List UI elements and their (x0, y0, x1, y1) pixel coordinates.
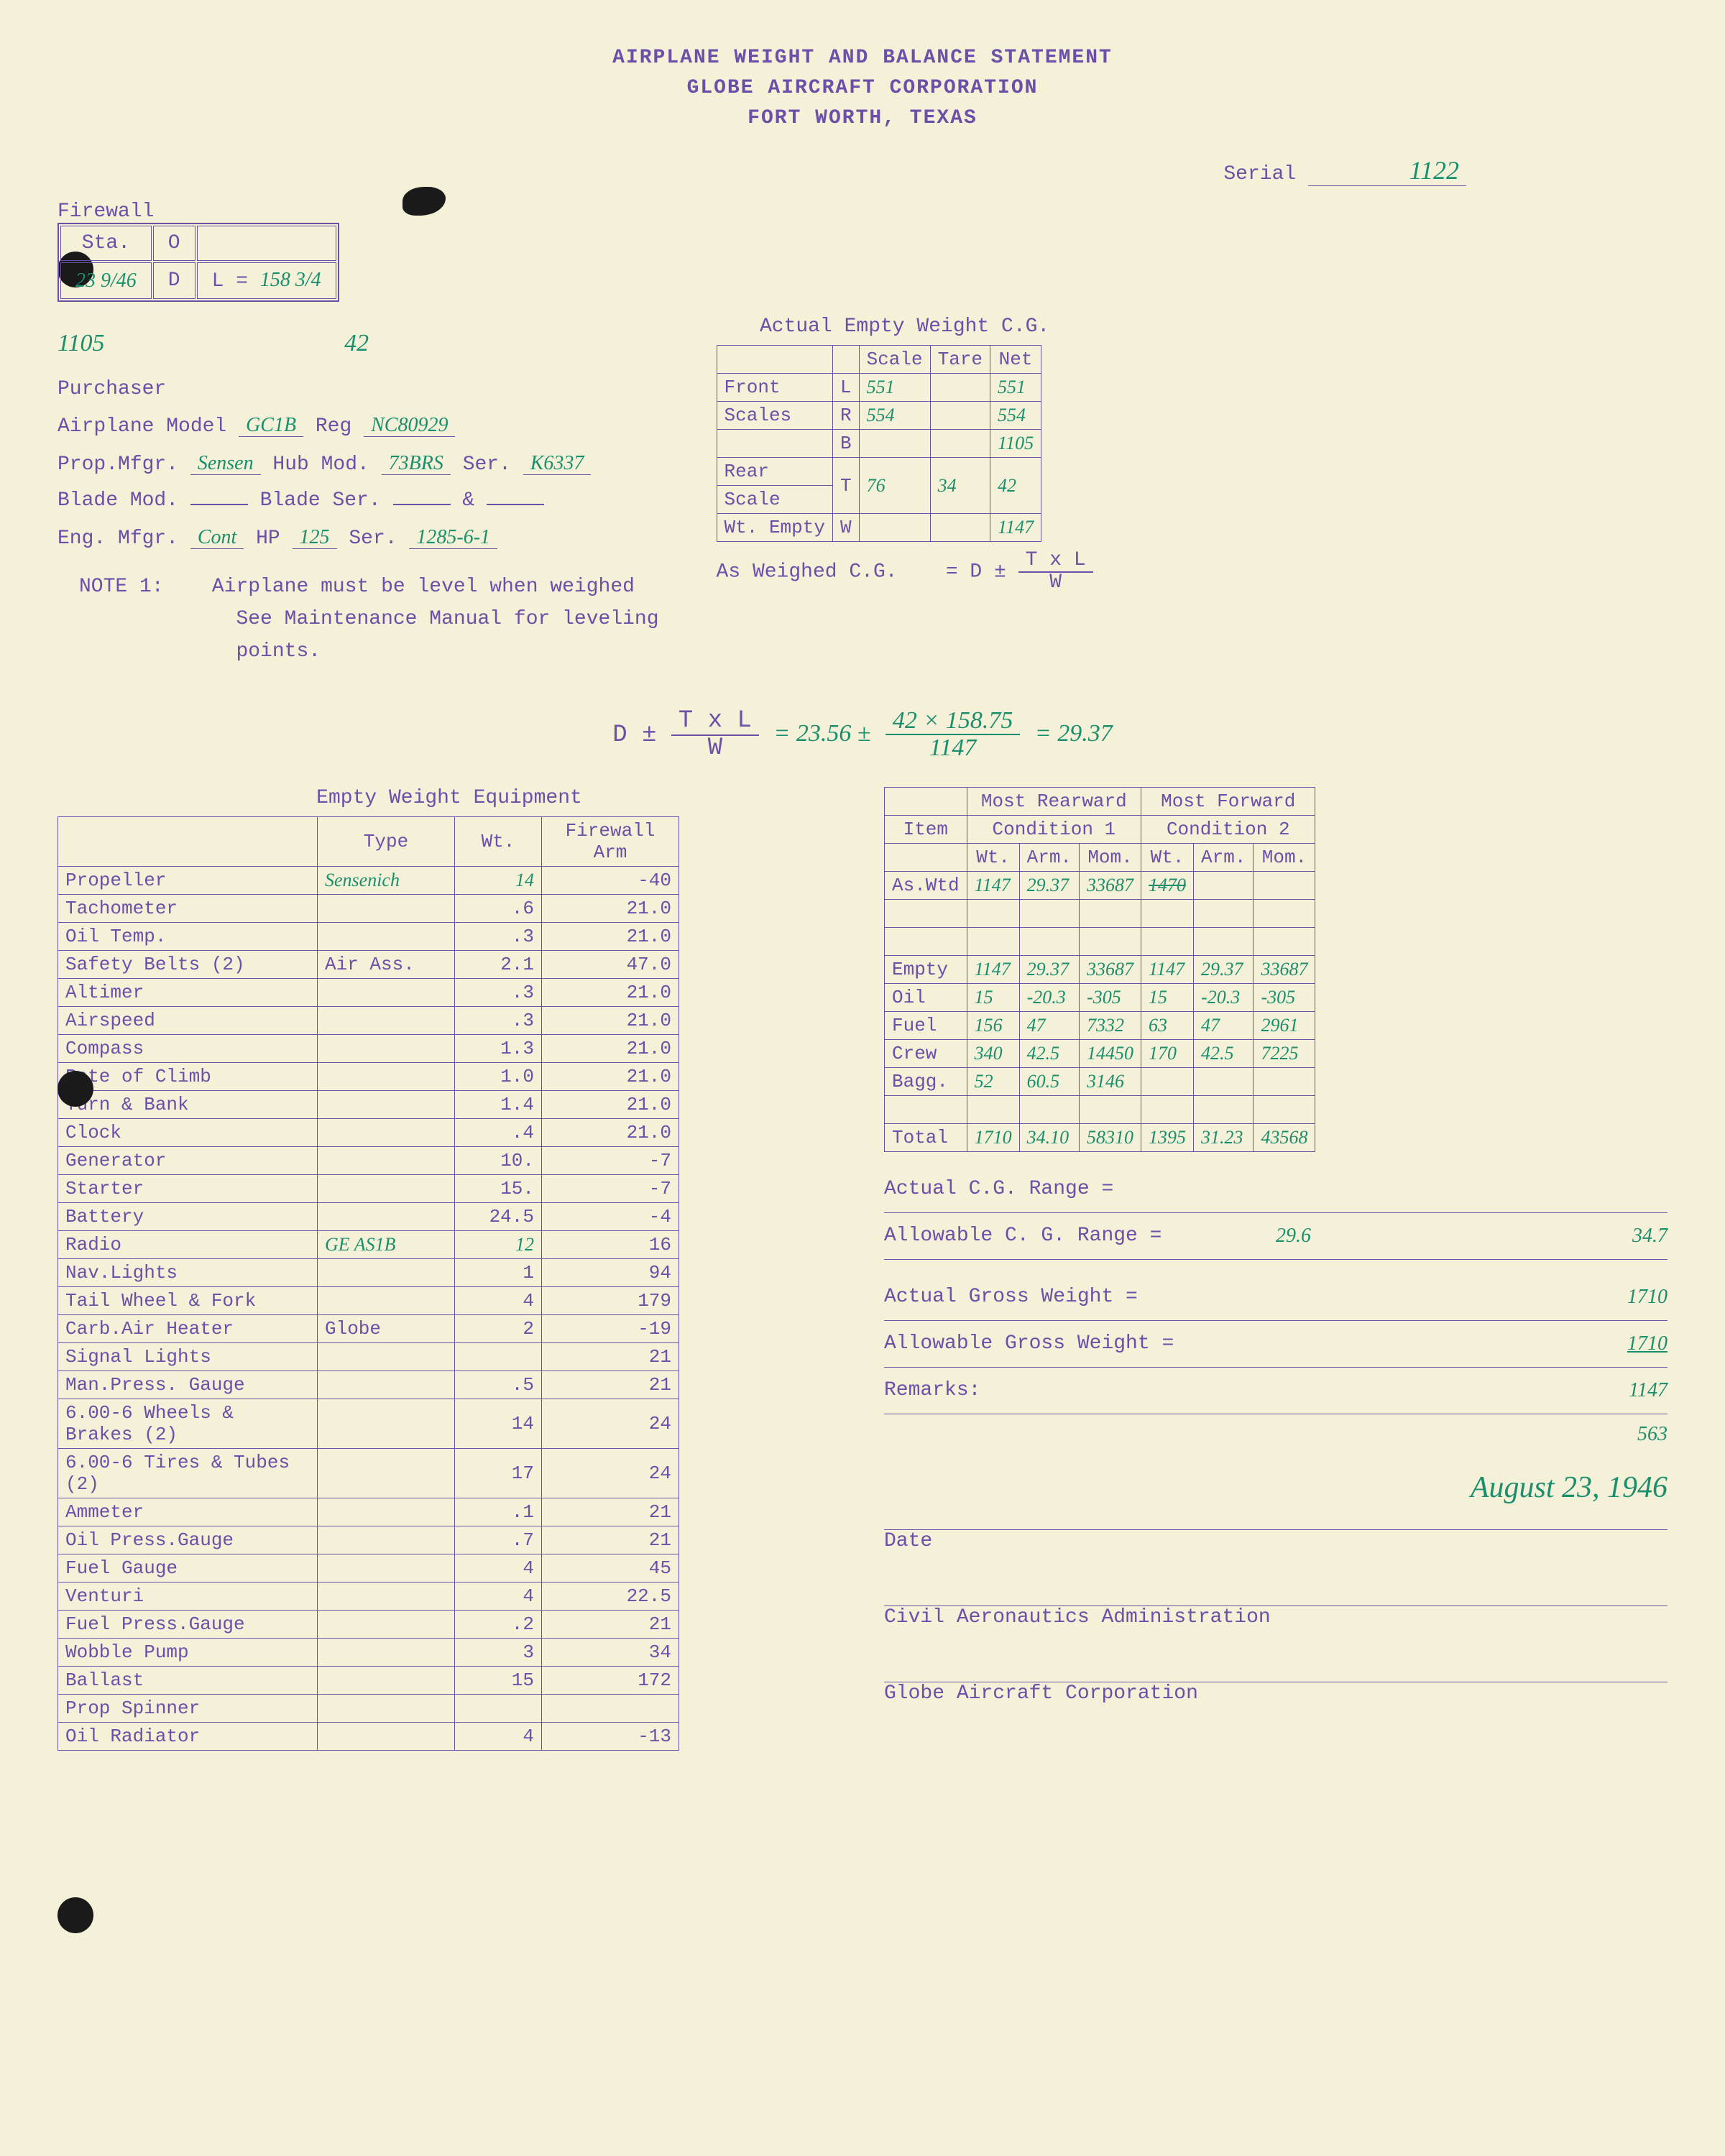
cond-row-total: Total171034.1058310139531.2343568 (885, 1124, 1315, 1152)
equip-row: Airspeed.321.0 (58, 1007, 679, 1035)
title-line-1: AIRPLANE WEIGHT AND BALANCE STATEMENT (58, 43, 1668, 73)
equip-row: Nav.Lights194 (58, 1259, 679, 1287)
equip-row: Battery24.5-4 (58, 1203, 679, 1231)
equip-row: Oil Radiator4-13 (58, 1723, 679, 1751)
weight-block: Actual Gross Weight =1710 Allowable Gros… (884, 1274, 1668, 1456)
gac-label: Globe Aircraft Corporation (884, 1682, 1668, 1705)
equip-row: Starter15.-7 (58, 1175, 679, 1203)
cond-row-fuel: Fuel15647733263472961 (885, 1012, 1315, 1040)
note-1: NOTE 1: Airplane must be level when weig… (79, 571, 659, 668)
engser: 1285-6-1 (409, 526, 497, 549)
scale-table: ScaleTareNet FrontL551551 ScalesR554554 … (717, 345, 1042, 542)
equip-row: Ballast15172 (58, 1667, 679, 1695)
equip-row: Tail Wheel & Fork4179 (58, 1287, 679, 1315)
title-line-2: GLOBE AIRCRAFT CORPORATION (58, 73, 1668, 103)
date-written: August 23, 1946 (1471, 1471, 1668, 1504)
o-label: O (153, 226, 196, 261)
range-block: Actual C.G. Range = Allowable C. G. Rang… (884, 1166, 1668, 1260)
equip-title: Empty Weight Equipment (58, 787, 841, 809)
equip-row: Tachometer.621.0 (58, 895, 679, 923)
equip-row: Turn & Bank1.421.0 (58, 1091, 679, 1119)
equip-row: PropellerSensenich14-40 (58, 867, 679, 895)
equip-row: Fuel Gauge445 (58, 1554, 679, 1583)
serial-label: Serial (1223, 163, 1296, 185)
serial-value: 1122 (1308, 155, 1466, 186)
equip-row: 6.00-6 Wheels & Brakes (2)1424 (58, 1399, 679, 1449)
conditions-table: Most RearwardMost Forward ItemCondition … (884, 787, 1315, 1152)
scale-title: Actual Empty Weight C.G. (717, 315, 1093, 338)
equip-row: Compass1.321.0 (58, 1035, 679, 1063)
equip-row: Carb.Air HeaterGlobe2-19 (58, 1315, 679, 1343)
serial-row: Serial 1122 (58, 155, 1668, 186)
calculation: D ± T x LW = 23.56 ± 42 × 158.751147 = 2… (58, 707, 1668, 762)
hubmod: 73BRS (382, 452, 451, 475)
d-label: D (153, 262, 196, 299)
equipment-column: Empty Weight Equipment TypeWt.FirewallAr… (58, 780, 841, 1758)
date-label: Date (884, 1530, 1668, 1552)
model: GC1B (239, 414, 303, 437)
punch-hole (58, 1897, 93, 1933)
equip-row: Clock.421.0 (58, 1119, 679, 1147)
firewall-date: 23 9/46 (60, 262, 152, 299)
firewall-below1: 1105 (58, 330, 104, 356)
sta-label: Sta. (60, 226, 152, 261)
equip-row: Ammeter.121 (58, 1498, 679, 1526)
cond-row-bagg: Bagg.5260.53146 (885, 1068, 1315, 1096)
page: AIRPLANE WEIGHT AND BALANCE STATEMENT GL… (0, 0, 1725, 1801)
caa-label: Civil Aeronautics Administration (884, 1606, 1668, 1628)
equip-row: Oil Temp..321.0 (58, 923, 679, 951)
equip-row: 6.00-6 Tires & Tubes (2)1724 (58, 1449, 679, 1498)
punch-hole (58, 1071, 93, 1107)
propmfg: Sensen (190, 452, 261, 475)
cond-row-aswtd: As.Wtd114729.37336871470 (885, 872, 1315, 900)
cond-row-empty: Empty114729.3733687114729.3733687 (885, 956, 1315, 984)
equip-row: Wobble Pump334 (58, 1639, 679, 1667)
equipment-table: TypeWt.FirewallArm PropellerSensenich14-… (58, 816, 679, 1751)
equip-row: Generator10.-7 (58, 1147, 679, 1175)
equip-row: Altimer.321.0 (58, 979, 679, 1007)
firewall-table: Sta. O 23 9/46 D L = 158 3/4 (58, 223, 339, 302)
engmfg: Cont (190, 526, 244, 549)
firewall-l: 158 3/4 (260, 269, 321, 291)
conditions-column: Most RearwardMost Forward ItemCondition … (884, 780, 1668, 1705)
equip-row: Signal Lights21 (58, 1343, 679, 1371)
equip-row: Fuel Press.Gauge.221 (58, 1611, 679, 1639)
equip-row: Oil Press.Gauge.721 (58, 1526, 679, 1554)
equip-row: Rate of Climb1.021.0 (58, 1063, 679, 1091)
cond-row-crew: Crew34042.51445017042.57225 (885, 1040, 1315, 1068)
doc-header: AIRPLANE WEIGHT AND BALANCE STATEMENT GL… (58, 43, 1668, 134)
equip-row: Man.Press. Gauge.521 (58, 1371, 679, 1399)
hp: 125 (293, 526, 337, 549)
equip-row: Venturi422.5 (58, 1583, 679, 1611)
aircraft-info: Purchaser Airplane Model GC1B Reg NC8092… (58, 372, 659, 557)
firewall-title: Firewall (58, 201, 659, 223)
equip-row: Safety Belts (2)Air Ass.2.147.0 (58, 951, 679, 979)
hubser: K6337 (523, 452, 592, 475)
reg: NC80929 (364, 414, 455, 437)
firewall-below2: 42 (344, 330, 369, 356)
cond-row-oil: Oil15-20.3-30515-20.3-305 (885, 984, 1315, 1012)
equip-row: Prop Spinner (58, 1695, 679, 1723)
equip-row: RadioGE AS1B1216 (58, 1231, 679, 1259)
cg-formula: As Weighed C.G. = D ± T x LW (717, 549, 1093, 594)
title-line-3: FORT WORTH, TEXAS (58, 103, 1668, 134)
